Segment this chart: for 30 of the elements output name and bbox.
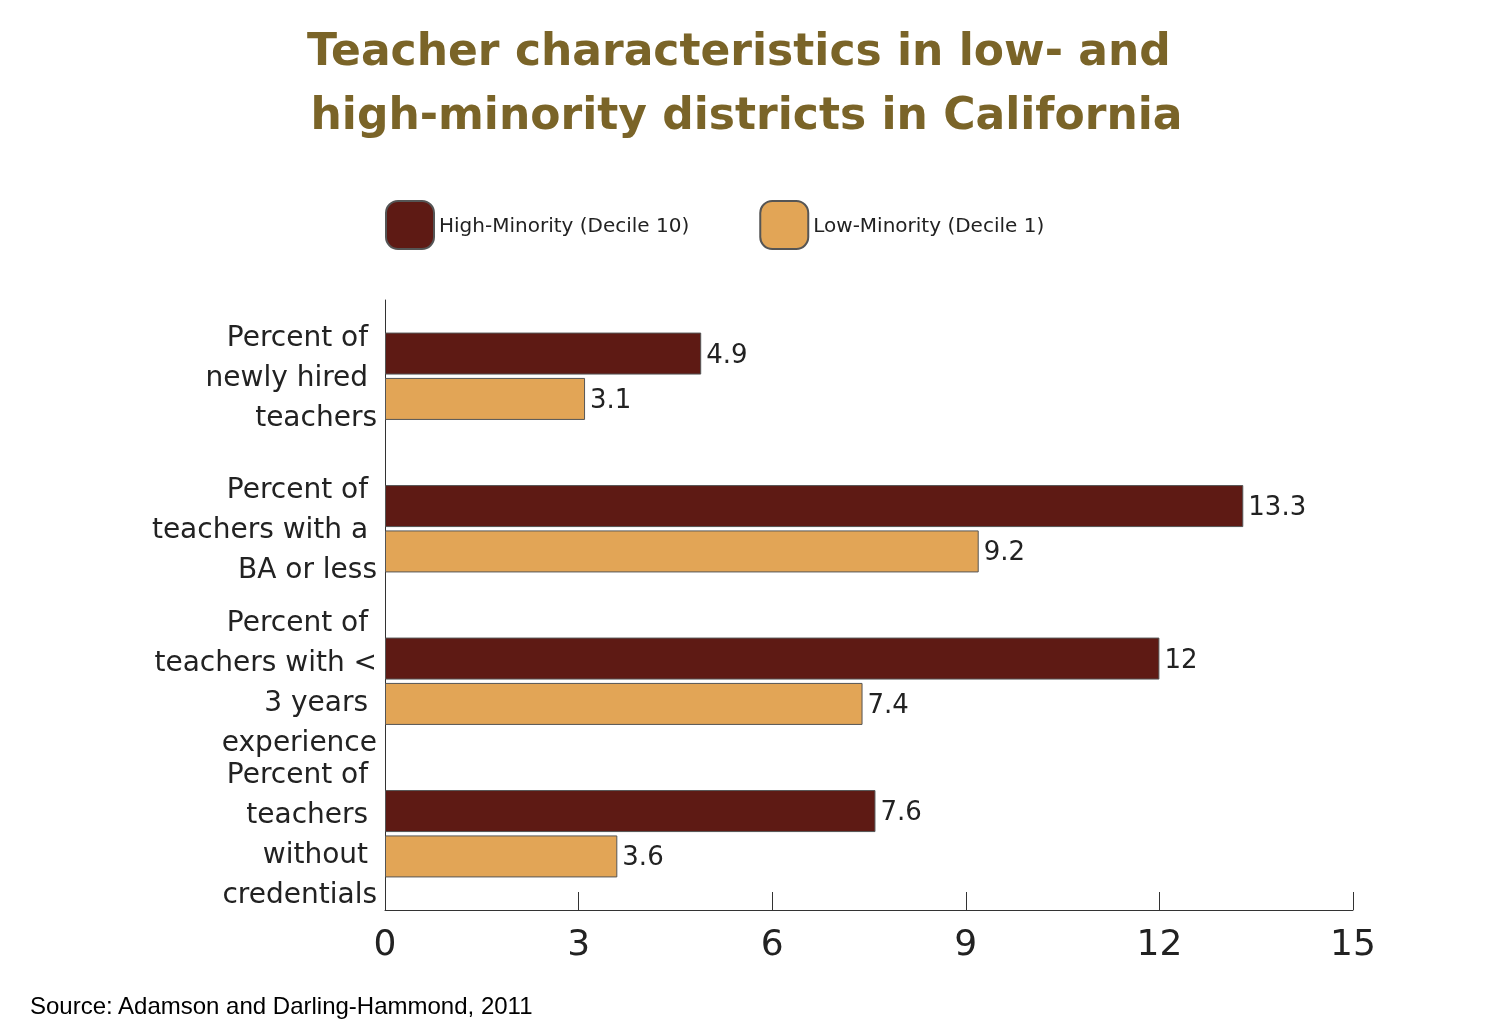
data-label: 7.4 [867, 688, 909, 719]
legend-label: High-Minority (Decile 10) [439, 213, 690, 237]
data-label: 3.6 [622, 841, 664, 872]
x-tick-label: 0 [373, 921, 397, 963]
source-note: Source: Adamson and Darling-Hammond, 2011 [30, 991, 533, 1019]
y-tick-label: Percent of teachers with < 3 years experience [154, 604, 377, 758]
y-tick-label: Percent of newly hired teachers [205, 319, 377, 433]
bar [385, 637, 1160, 680]
x-tick-label: 3 [567, 921, 591, 963]
bar [385, 682, 863, 725]
x-tick-label: 9 [954, 921, 978, 963]
bar [385, 485, 1244, 528]
x-tick-label: 15 [1330, 921, 1376, 963]
x-tick-label: 12 [1136, 921, 1183, 963]
data-label: 12 [1164, 643, 1198, 674]
data-label: 13.3 [1248, 491, 1307, 522]
bar [385, 835, 618, 878]
data-label: 3.1 [590, 383, 632, 414]
bar [385, 530, 979, 573]
chart-title: Teacher characteristics in low- and high-minority districts in California [306, 23, 1187, 139]
bar [385, 332, 702, 375]
bar [385, 790, 876, 833]
data-label: 7.6 [880, 796, 922, 827]
y-tick-label: Percent of teachers without credentials [222, 757, 377, 911]
y-tick-label: Percent of teachers with a BA or less [151, 472, 377, 586]
legend-label: Low-Minority (Decile 1) [813, 213, 1045, 237]
x-tick-label: 6 [760, 921, 784, 963]
bar [385, 377, 586, 420]
data-label: 9.2 [983, 536, 1026, 567]
data-label: 4.9 [706, 338, 748, 369]
